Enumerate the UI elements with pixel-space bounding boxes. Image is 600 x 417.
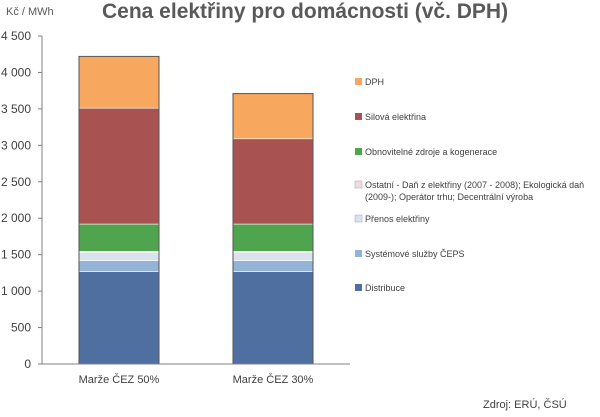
axis: [38, 35, 350, 365]
chart-title: Cena elektřiny pro domácnosti (vč. DPH): [102, 0, 508, 23]
bar-segment: [78, 252, 160, 261]
legend-swatch: [355, 250, 362, 257]
y-tick-label: 1 500: [1, 248, 31, 262]
bar-segment: [78, 260, 160, 272]
legend-swatch: [355, 148, 362, 155]
source-note: Zdroj: ERÚ, ČSÚ: [483, 398, 567, 411]
bar-segment: [78, 107, 160, 225]
bar-segment: [78, 271, 160, 365]
bar-segment: [232, 138, 314, 225]
y-tick-label: 1 000: [1, 284, 31, 298]
legend-label: Ostatní - Daň z elektřiny (2007 - 2008);…: [365, 180, 584, 190]
y-tick-label: 3 500: [1, 102, 31, 116]
bar-segment: [232, 260, 314, 272]
legend-label: (2009-); Operátor trhu; Decentrální výro…: [365, 192, 533, 202]
legend: DPH Silová elektřina Obnovitelné zdroje a …: [354, 77, 584, 293]
y-tick-label: 0: [24, 357, 31, 371]
legend-label: Silová elektřina: [365, 112, 426, 122]
bar-segment: [232, 252, 314, 261]
legend-label: Distribuce: [365, 283, 405, 293]
bar-segment: [232, 93, 314, 140]
legend-swatch: [355, 78, 362, 85]
y-tick-label: 4 500: [1, 29, 31, 43]
y-tick-label: 2 000: [1, 211, 31, 225]
y-tick-label: 2 500: [1, 175, 31, 189]
legend-swatch: [354, 214, 363, 223]
y-ticks: 0 500 1 000 1 500 2 000 2 500 3 000 3 500 4 000 4…: [1, 29, 31, 371]
legend-swatch: [355, 113, 362, 120]
legend-label: DPH: [365, 77, 384, 87]
bar-segment: [232, 271, 314, 365]
bar-segment: [78, 223, 160, 252]
x-category-label: Marže ČEZ 30%: [233, 373, 314, 386]
y-tick-label: 500: [11, 321, 31, 335]
legend-swatch: [355, 284, 362, 291]
category-labels: Marže ČEZ 50% Marže ČEZ 30%: [79, 373, 314, 386]
y-unit-label: Kč / MWh: [6, 6, 54, 18]
legend-swatch: [354, 180, 363, 189]
bar-segment: [232, 223, 314, 252]
bars: [78, 55, 314, 365]
y-tick-label: 3 000: [1, 138, 31, 152]
y-tick-label: 4 000: [1, 65, 31, 79]
bar-segment: [78, 56, 160, 109]
legend-label: Systémové služby ČEPS: [365, 249, 465, 259]
legend-label: Obnovitelné zdroje a kogenerace: [365, 147, 497, 157]
legend-label: Přenos elektřiny: [365, 214, 430, 224]
x-category-label: Marže ČEZ 50%: [79, 373, 160, 386]
